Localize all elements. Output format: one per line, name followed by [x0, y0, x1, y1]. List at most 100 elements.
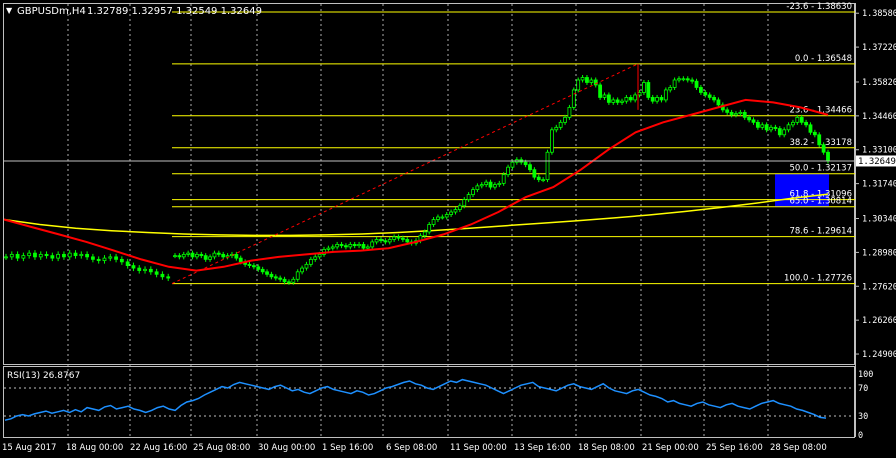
candle-body — [27, 252, 32, 257]
candle-body — [738, 111, 743, 115]
candle-body — [624, 97, 629, 102]
price-tick-label: 1.31740 — [862, 180, 896, 190]
candle-body — [712, 97, 716, 101]
candle-body — [9, 253, 14, 258]
candle-body — [453, 209, 458, 213]
price-tick-label: 1.24900 — [862, 350, 896, 360]
candle-body — [821, 144, 826, 153]
candle-body — [826, 151, 830, 162]
price-tick-label: 1.37220 — [862, 43, 896, 53]
candle-body — [137, 267, 142, 271]
candle-body — [615, 99, 620, 103]
candle-body — [497, 182, 502, 186]
candle-body — [422, 231, 427, 237]
candle-body — [541, 179, 546, 182]
candle-body — [38, 253, 43, 258]
candle-body — [85, 253, 90, 258]
time-axis-label: 30 Aug 00:00 — [258, 443, 315, 453]
candle-body — [536, 176, 541, 181]
rsi-tick-label: 30 — [858, 412, 868, 422]
fib-level-label: 50.0 - 1.32137 — [789, 164, 852, 174]
candle-body — [181, 253, 186, 258]
candle-body — [166, 276, 171, 279]
candle-body — [203, 255, 208, 260]
candle-body — [431, 219, 436, 225]
candle-body — [773, 126, 778, 129]
candle-body — [339, 244, 344, 247]
candle-body — [148, 268, 153, 273]
candle-body — [440, 216, 445, 219]
candle-body — [361, 244, 366, 249]
candle-body — [808, 124, 813, 133]
candle-body — [251, 265, 256, 268]
candle-body — [694, 80, 699, 88]
price-tick-label: 1.38580 — [862, 9, 896, 19]
candle-body — [677, 78, 681, 81]
time-axis-label: 13 Sep 16:00 — [514, 443, 571, 453]
candle-body — [602, 94, 607, 98]
slow-moving-average — [3, 193, 829, 237]
candle-body — [119, 258, 124, 263]
candle-body — [50, 255, 55, 259]
candle-body — [580, 77, 585, 81]
candle-body — [633, 94, 638, 101]
candle-body — [90, 256, 95, 260]
candle-body — [317, 253, 322, 258]
candle-body — [554, 126, 559, 131]
candle-body — [21, 255, 26, 259]
candle-body — [4, 256, 8, 259]
rsi-label: RSI(13) 26.8767 — [7, 371, 80, 381]
candle-body — [817, 134, 822, 146]
candle-body — [786, 124, 791, 131]
rsi-tick-label: 70 — [858, 384, 868, 394]
candle-body — [79, 253, 84, 257]
candle-body — [755, 121, 760, 128]
time-axis-label: 22 Aug 16:00 — [130, 443, 187, 453]
candle-body — [62, 253, 66, 258]
chart-grid — [67, 4, 769, 437]
candle-body — [108, 256, 113, 259]
candle-body — [611, 99, 616, 103]
candle-body — [501, 174, 506, 184]
candle-body — [659, 97, 664, 101]
candle-body — [510, 161, 515, 168]
dropdown-triangle-icon[interactable]: ▼ — [6, 6, 13, 15]
candle-body — [593, 79, 598, 86]
price-tick-label: 1.26260 — [862, 316, 896, 326]
candle-body — [449, 211, 454, 215]
candle-body — [725, 109, 730, 113]
candle-body — [400, 237, 405, 240]
candle-body — [273, 276, 278, 279]
candle-body — [549, 129, 554, 153]
candle-body — [747, 116, 752, 121]
candle-body — [125, 261, 130, 266]
price-tick-label: 1.30340 — [862, 215, 896, 225]
candle-body — [173, 255, 177, 258]
time-axis-label: 11 Sep 00:00 — [450, 443, 507, 453]
candle-body — [484, 181, 489, 186]
candle-body — [777, 128, 782, 136]
candle-body — [212, 252, 217, 258]
candle-body — [326, 247, 331, 250]
candle-body — [234, 253, 239, 259]
price-tick-label: 1.33100 — [862, 146, 896, 156]
candle-body — [457, 205, 462, 210]
current-price-label: 1.32649 — [858, 157, 896, 167]
candle-body — [558, 121, 563, 128]
candle-body — [528, 164, 532, 171]
candle-body — [370, 241, 375, 248]
fib-level-label: 100.0 - 1.27726 — [784, 274, 852, 284]
time-axis-label: 6 Sep 08:00 — [386, 443, 437, 453]
time-axis-label: 28 Sep 08:00 — [770, 443, 827, 453]
candle-body — [571, 89, 576, 108]
candle-body — [287, 281, 291, 284]
candle-body — [102, 257, 107, 262]
candle-body — [295, 271, 300, 280]
rsi-line — [4, 378, 827, 421]
candle-body — [278, 277, 283, 280]
candle-body — [742, 111, 747, 118]
candle-body — [256, 266, 261, 270]
rsi-tick-label: 0 — [858, 431, 863, 441]
candle-body — [734, 113, 738, 116]
